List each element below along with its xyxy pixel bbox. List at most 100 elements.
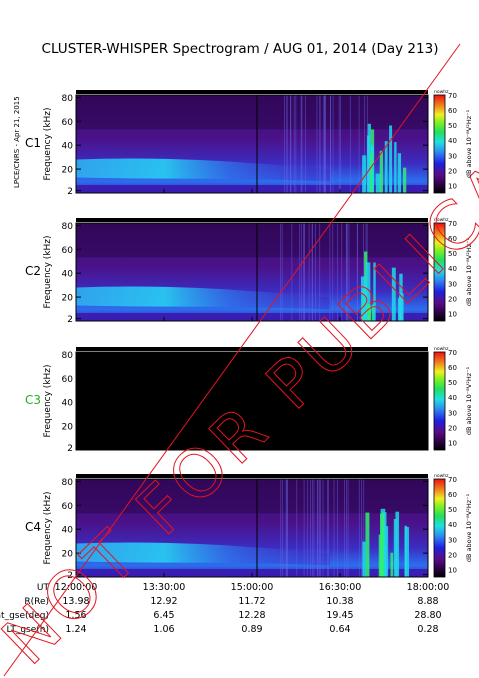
- panel-header-strip: [76, 347, 428, 351]
- spectrogram-emission: [362, 155, 367, 193]
- colorbar-tick-label: 60: [448, 364, 457, 372]
- spectrogram-emission: [384, 526, 389, 577]
- panel-spectrogram: [76, 95, 428, 193]
- colorbar-tick-label: 10: [448, 566, 457, 574]
- colorbar-tick-label: 70: [448, 92, 457, 100]
- colorbar-label: dB above 10⁻⁸V²Hz⁻¹: [465, 366, 473, 435]
- side-note: LPCE/CNRS - Apr 21, 2015: [13, 96, 21, 188]
- colorbar: [433, 94, 446, 194]
- colorbar-tick-label: 60: [448, 107, 457, 115]
- colorbar-header: nowhz: [434, 89, 449, 95]
- colorbar-label: dB above 10⁻⁸V²Hz⁻¹: [465, 493, 473, 562]
- x-tick-label: 18:00:00: [407, 582, 450, 593]
- panel-header-strip: [76, 474, 428, 478]
- y-tick-label: 60: [62, 375, 74, 385]
- y-tick-label: 20: [62, 166, 74, 176]
- colorbar-tick-label: 40: [448, 394, 457, 402]
- panel-spectrogram: [76, 352, 428, 450]
- spectrogram-emission: [397, 153, 402, 193]
- colorbar-label: dB above 10⁻⁸V²Hz⁻¹: [465, 237, 473, 306]
- spectrogram-emission: [370, 153, 373, 193]
- ephemeris-value: 28.80: [414, 610, 441, 621]
- ephemeris-value: 11.72: [238, 596, 265, 607]
- colorbar-tick-label: 70: [448, 349, 457, 357]
- panel-name-c3: C3: [25, 393, 41, 407]
- colorbar-tick-label: 20: [448, 295, 457, 303]
- ephemeris-value: 0.89: [241, 624, 262, 635]
- panel-spectrogram: [76, 479, 428, 577]
- colorbar-tick-label: 20: [448, 424, 457, 432]
- y-axis-label: Frequency (kHz): [43, 364, 53, 437]
- panel-c1: C1 Frequency (kHz) 80 60 40 20 2 nowhz 70 60 50 40 3…: [25, 89, 473, 197]
- ephemeris-value: 6.45: [153, 610, 174, 621]
- spectrogram-emission: [373, 262, 376, 321]
- spectrogram-emission: [393, 518, 398, 577]
- y-tick-label: 60: [62, 246, 74, 256]
- panel-header-strip: [76, 218, 428, 222]
- colorbar: [433, 222, 446, 322]
- spectrogram-emission: [366, 135, 370, 193]
- colorbar-tick-label: 50: [448, 122, 457, 130]
- ephemeris-table: UT R(Re) 13.98 12.92 11.72 10.38 8.88 Lat_gse(d…: [0, 583, 442, 635]
- ephemeris-value: 13.98: [62, 596, 89, 607]
- y-tick-label: 80: [62, 351, 74, 361]
- colorbar-header: nowhz: [434, 217, 449, 223]
- colorbar-tick-label: 70: [448, 220, 457, 228]
- y-axis-label: Frequency (kHz): [43, 107, 53, 180]
- colorbar-tick-label: 30: [448, 409, 457, 417]
- colorbar-tick-label: 40: [448, 265, 457, 273]
- ephemeris-label: Lat_gse(deg): [0, 611, 49, 621]
- colorbar-header: nowhz: [434, 473, 449, 479]
- y-tick-label: 2: [67, 315, 73, 325]
- colorbar-tick-label: 30: [448, 536, 457, 544]
- colorbar-tick-label: 60: [448, 491, 457, 499]
- colorbar-tick-label: 70: [448, 476, 457, 484]
- y-tick-label: 40: [62, 526, 74, 536]
- colorbar-label: dB above 10⁻⁸V²Hz⁻¹: [465, 109, 473, 178]
- spectrogram-emission: [389, 125, 393, 193]
- panel-c3: C3 Frequency (kHz) 80 60 40 20 2 nowhz 70 60 50 40 3…: [25, 346, 473, 454]
- spectrogram-no-data: [76, 352, 428, 450]
- y-tick-label: 40: [62, 270, 74, 280]
- spectrogram-emission: [365, 262, 371, 321]
- spectrogram-emission: [367, 305, 372, 321]
- y-tick-label: 40: [62, 142, 74, 152]
- y-tick-label: 20: [62, 294, 74, 304]
- spectrogram-emission: [365, 512, 370, 577]
- y-axis-label: Frequency (kHz): [43, 235, 53, 308]
- spectrogram-emission: [383, 544, 386, 577]
- spectrogram-emission: [404, 525, 408, 577]
- colorbar-tick-label: 40: [448, 521, 457, 529]
- ephemeris-label: R(Re): [24, 597, 49, 607]
- spectrogram-emission: [390, 552, 394, 577]
- x-tick-label: 15:00:00: [231, 582, 274, 593]
- spectrogram-emission: [362, 541, 366, 577]
- panel-name-c1: C1: [25, 136, 41, 150]
- colorbar-tick-label: 50: [448, 506, 457, 514]
- ephemeris-value: 0.28: [417, 624, 438, 635]
- colorbar-tick-label: 50: [448, 250, 457, 258]
- spectrogram-emission: [391, 267, 396, 321]
- ephemeris-label: UT: [37, 583, 50, 593]
- x-tick-label: 12:00:00: [55, 582, 98, 593]
- ephemeris-value: 19.45: [326, 610, 353, 621]
- spectrogram-emission: [379, 513, 385, 577]
- ephemeris-value: 10.38: [326, 596, 353, 607]
- x-axis: 12:00:00 13:30:00 15:00:00 16:30:00 18:00:00: [55, 582, 450, 593]
- y-tick-label: 80: [62, 478, 74, 488]
- figure-title: CLUSTER-WHISPER Spectrogram / AUG 01, 20…: [42, 41, 439, 57]
- panel-name-c2: C2: [25, 264, 41, 278]
- spectrogram-emission: [397, 297, 402, 321]
- y-tick-label: 2: [67, 187, 73, 197]
- y-tick-label: 20: [62, 423, 74, 433]
- spectrogram-upper-band: [76, 223, 428, 258]
- spectrogram-emission: [403, 167, 407, 193]
- x-tick-label: 16:30:00: [319, 582, 362, 593]
- y-tick-label: 20: [62, 550, 74, 560]
- colorbar: [433, 478, 446, 578]
- spectrogram-plasma-band: [76, 286, 330, 310]
- spectrogram-upper-band: [76, 479, 428, 514]
- panel-c2: C2 Frequency (kHz) 80 60 40 20 2 nowhz 70 60 50 40 3…: [25, 217, 473, 325]
